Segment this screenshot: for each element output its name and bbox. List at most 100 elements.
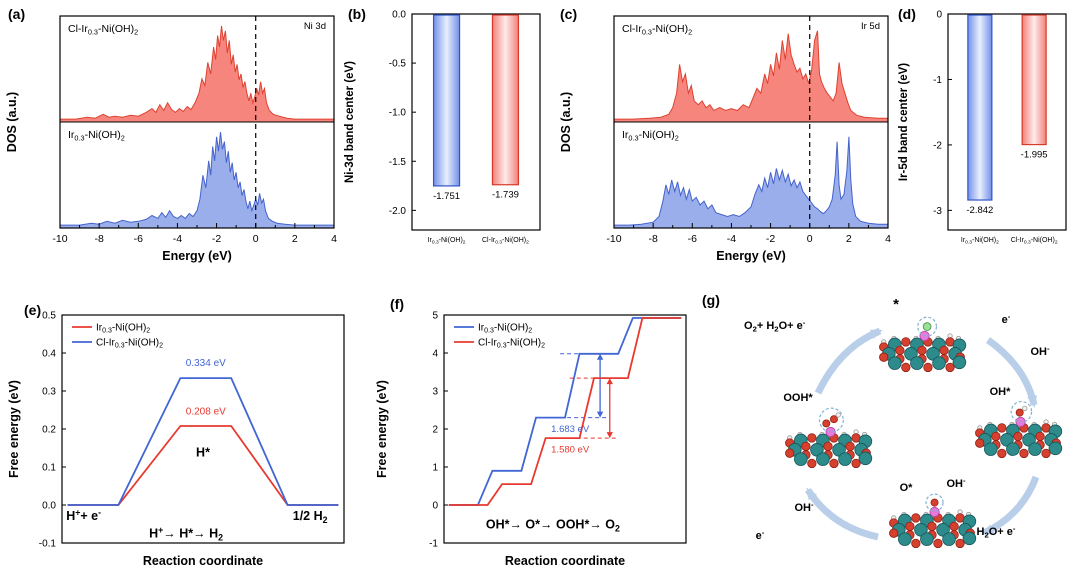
y-axis-label: Free energy (eV) [7, 380, 21, 478]
cycle-arrow [805, 487, 879, 541]
arrowhead-up [596, 353, 604, 360]
atom-t [920, 532, 934, 546]
dos-line-bottom [60, 131, 334, 226]
x-tick-label: -6 [688, 233, 697, 245]
y-tick-label: 0.0 [42, 501, 56, 512]
atom-r [895, 345, 905, 356]
atom-ir [825, 426, 836, 438]
plot-frame [947, 13, 1067, 231]
atom-t [888, 356, 902, 370]
panel-letter-g: (g) [702, 292, 720, 308]
cycle-arrow [985, 337, 1038, 408]
x-axis-label: Reaction coordinate [505, 554, 625, 568]
annotation: 0.208 eV [186, 407, 226, 418]
arrowhead-down [606, 432, 613, 439]
band-center-bar [967, 14, 993, 201]
atom-t [898, 532, 912, 546]
y-tick-label: 0.4 [42, 349, 56, 360]
x-tick-label: -10 [606, 233, 621, 245]
orbital-tag: Ni 3d [304, 21, 326, 32]
energy-profile [67, 377, 339, 506]
x-tick-label: 0 [253, 233, 259, 245]
atom-t [942, 532, 956, 546]
adsorbate-atom [1015, 408, 1024, 417]
annotation: 0.334 eV [186, 358, 226, 369]
y-tick-label: 0.2 [42, 425, 56, 436]
atom-t [984, 442, 998, 456]
energy-profile [448, 317, 682, 506]
adsorbate-atom [1022, 405, 1028, 411]
atom-r [879, 352, 889, 362]
molecular-structure-Ostar [889, 493, 977, 549]
atom-t [952, 355, 967, 370]
plot-frame [411, 13, 541, 231]
bar-value-label: -1.739 [492, 190, 519, 201]
atom-r [991, 431, 1001, 442]
bar-value-label: -1.751 [433, 191, 460, 202]
x-tick-label: 0 [807, 233, 813, 245]
bar-value-label: -1.995 [1021, 150, 1048, 161]
atom-r [905, 521, 915, 532]
mechanism-label: e- [756, 528, 765, 542]
arrowhead-down [596, 411, 604, 418]
annotation: H+→ H*→ H2 [149, 525, 223, 543]
x-axis-label: Energy (eV) [716, 249, 785, 263]
x-tick-label: 2 [846, 233, 852, 245]
panel-d-ir5d-band-center: 0 -1 -2 -3 -2.842 Ir0.3-Ni(OH)2 -1.995 Cl-Ir0.3… [898, 10, 1067, 246]
bar-category-label: Cl-Ir0.3-Ni(OH)2 [482, 237, 529, 246]
atom-t [1048, 441, 1063, 456]
y-tick-label: 2 [432, 425, 438, 436]
orbital-tag: Ir 5d [861, 21, 880, 32]
dos-line-top [60, 25, 334, 120]
y-tick-label: -1.0 [389, 108, 407, 119]
atom-r [845, 441, 855, 452]
atom-r [823, 441, 833, 452]
y-tick-label: -2 [933, 140, 942, 151]
atom-r [1019, 448, 1029, 459]
atom-r [901, 337, 911, 347]
panel-letter-b: (b) [348, 6, 366, 22]
panel-f-oer-free-energy: 5 4 3 2 1 0 -1 Ir0.3-Ni(OH)2 Cl-Ir0.3-Ni(OH)2 1.6… [375, 311, 687, 568]
atom-r [939, 345, 949, 356]
panel-letter-a: (a) [8, 6, 26, 22]
y-tick-label: -0.1 [39, 539, 57, 550]
y-tick-label: -1 [429, 539, 438, 550]
adsorbate-atom [822, 419, 831, 428]
atom-t [932, 356, 946, 370]
x-tick-label: -8 [94, 233, 103, 245]
x-tick-label: -10 [52, 233, 67, 245]
adsorbate-atom [930, 498, 939, 507]
atom-r [933, 538, 943, 549]
panel-e-her-free-energy: 0.5 0.4 0.3 0.2 0.1 0.0 -0.1 Ir0.3-Ni(OH)2 Cl-Ir… [7, 311, 345, 568]
annotation: 1/2 H2 [293, 509, 328, 525]
panel-letter-e: (e) [24, 302, 42, 318]
band-center-bar [432, 14, 461, 187]
y-tick-label: 0.1 [42, 463, 56, 474]
y-axis-label: Ir-5d band center (eV) [898, 63, 910, 181]
atom-r [807, 458, 817, 469]
y-tick-label: 0 [936, 10, 942, 21]
atom-r [829, 458, 839, 469]
panel-letter-d: (d) [898, 6, 916, 22]
atom-r [785, 448, 795, 458]
series-label: Ir0.3-Ni(OH)2 [622, 129, 679, 142]
mechanism-label: O* [900, 482, 914, 494]
cycle-arrow [814, 327, 883, 395]
dos-area-top [60, 26, 334, 122]
annotation: H* [196, 445, 210, 459]
x-tick-label: -6 [134, 233, 143, 245]
atom-r [975, 438, 985, 448]
legend-label: Ir0.3-Ni(OH)2 [478, 323, 532, 335]
annotation: 1.580 eV [551, 445, 590, 456]
panel-c-dos-ir5d: Cl-Ir0.3-Ni(OH)2 Ir0.3-Ni(OH)2 -10 -8 -6 -4 -2… [559, 15, 891, 263]
mechanism-label: H2O+ e- [977, 524, 1016, 540]
x-tick-label: -4 [173, 233, 182, 245]
x-tick-label: -4 [727, 233, 736, 245]
y-tick-label: -1 [933, 75, 942, 86]
molecular-structure-star [879, 316, 967, 373]
atom-ir [929, 506, 940, 518]
molecular-structure-OOHstar [785, 407, 873, 469]
y-axis-label: DOS (a.u.) [5, 92, 19, 152]
bar-category-label: Ir0.3-Ni(OH)2 [428, 237, 466, 246]
legend-label: Cl-Ir0.3-Ni(OH)2 [478, 338, 545, 350]
